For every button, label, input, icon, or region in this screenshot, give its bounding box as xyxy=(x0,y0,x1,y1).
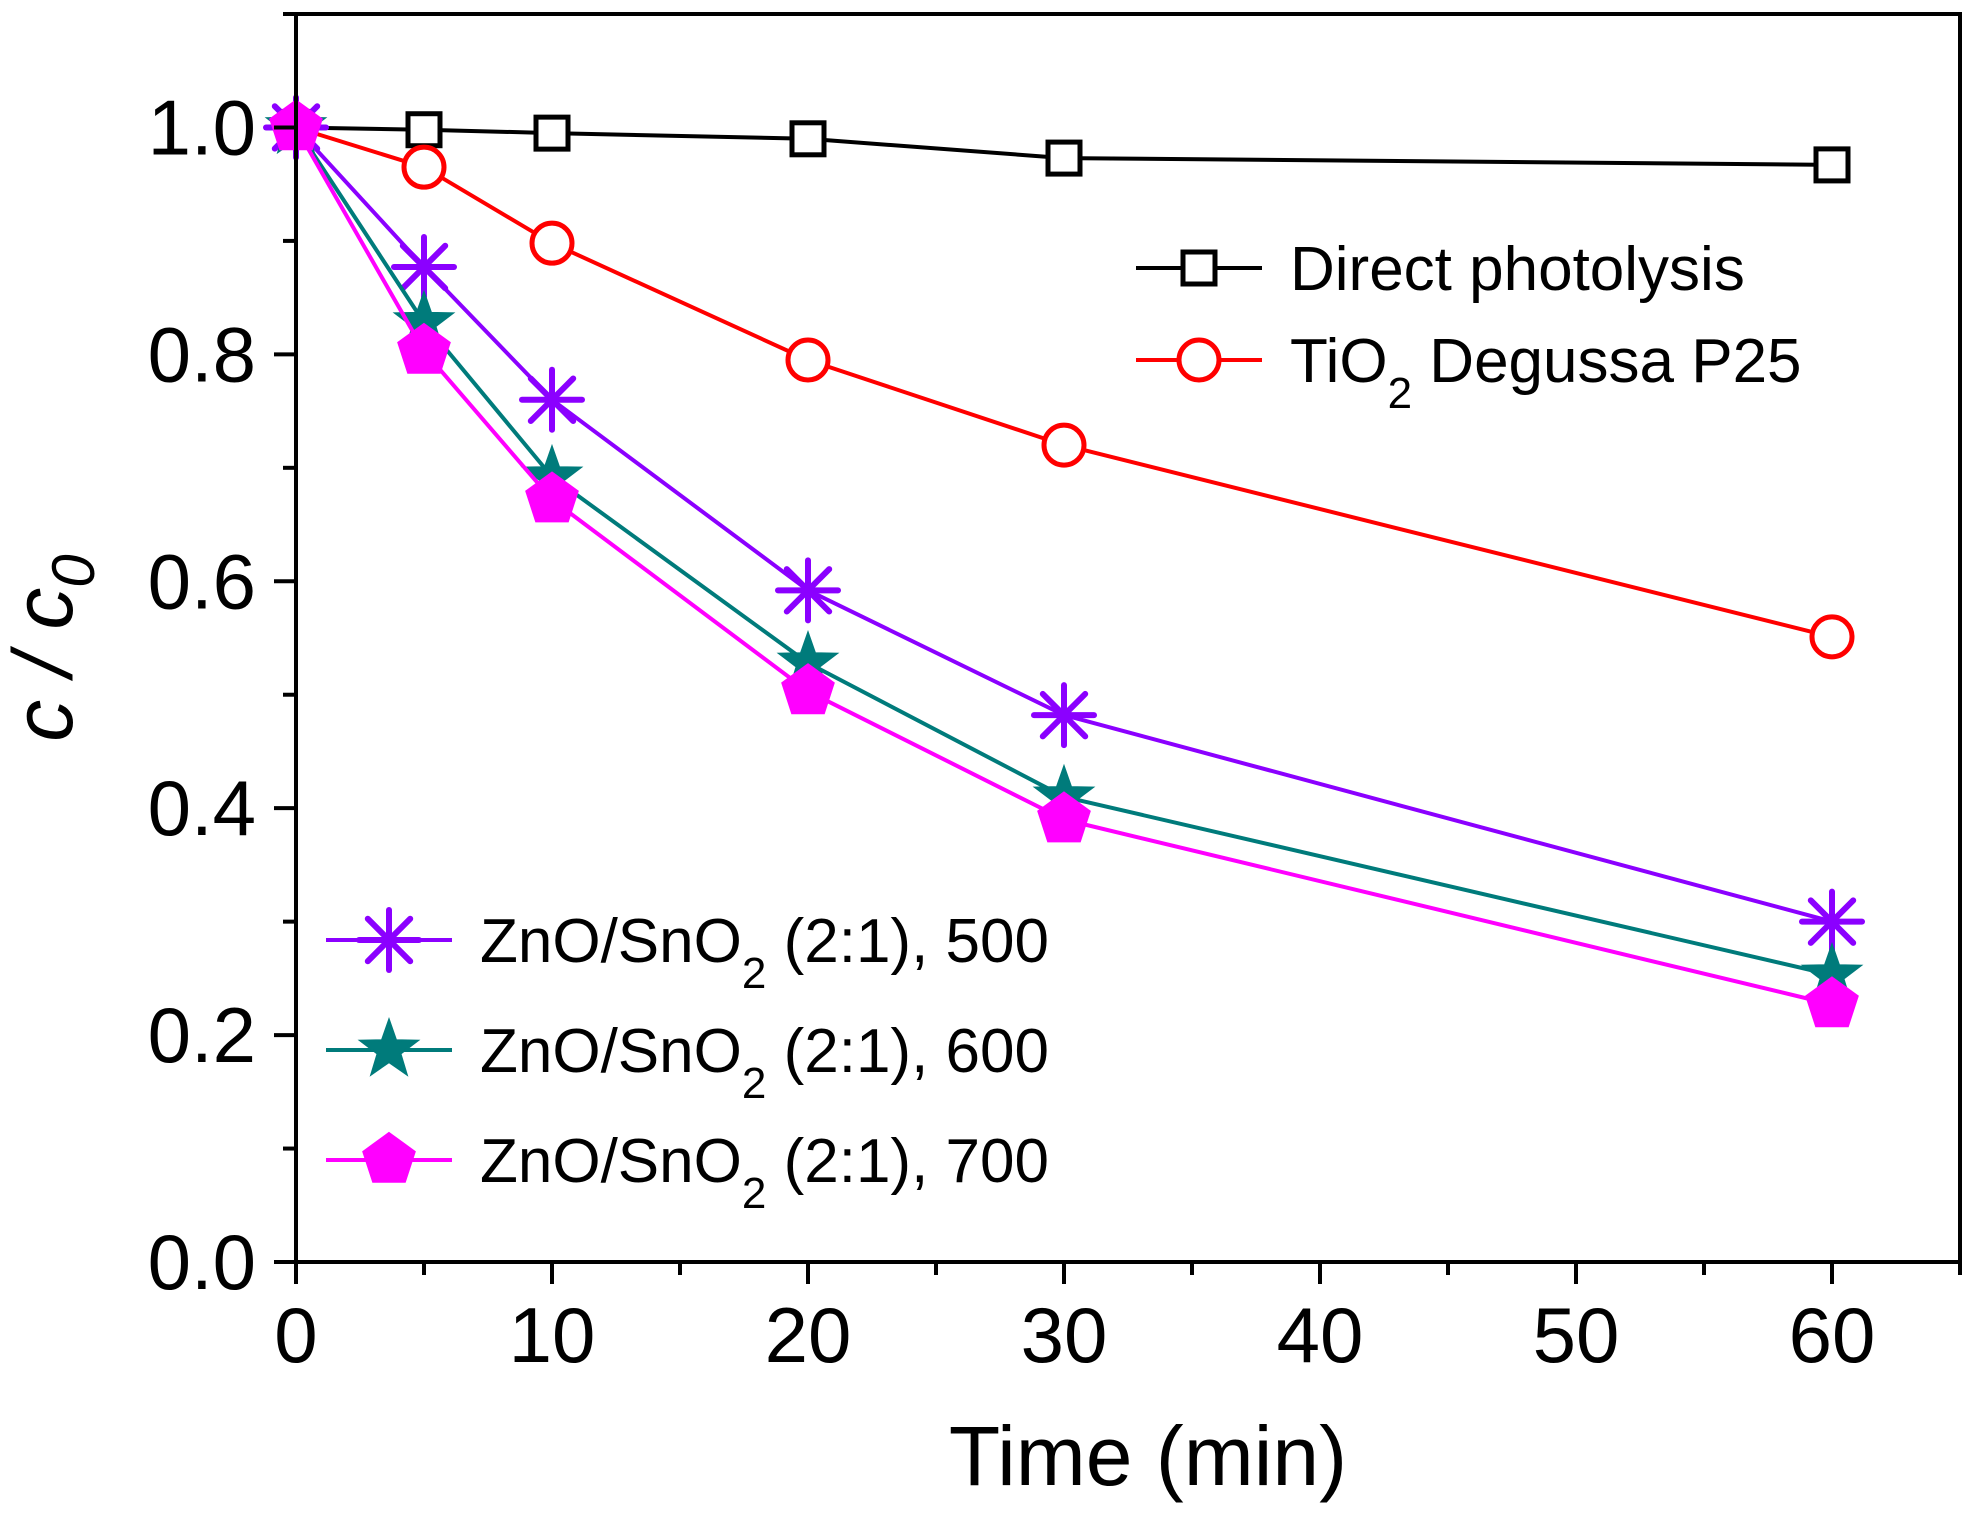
data-point xyxy=(1045,139,1083,177)
data-point xyxy=(1031,682,1097,749)
legend-entry: Direct photolysis xyxy=(1136,235,1745,304)
data-point xyxy=(1041,422,1087,468)
data-point xyxy=(391,234,457,301)
data-point xyxy=(525,471,579,523)
x-tick-label: 30 xyxy=(1021,1291,1108,1379)
data-point xyxy=(785,337,831,383)
data-point xyxy=(519,366,585,433)
data-point xyxy=(397,322,451,374)
legend-label: TiO2 Degussa P25 xyxy=(1290,327,1802,418)
legend-label-tail: (2:1), 700 xyxy=(766,1127,1049,1196)
legend-label-tail: (2:1), 500 xyxy=(766,907,1049,976)
data-point xyxy=(401,144,447,190)
series-line xyxy=(294,126,1833,977)
series-line xyxy=(294,126,1833,1007)
legend-entry: ZnO/SnO2 (2:1), 600 xyxy=(326,1016,1049,1108)
data-point xyxy=(1037,791,1091,843)
asterisk-arm xyxy=(364,915,414,965)
legend-label-main: ZnO/SnO xyxy=(480,1127,742,1196)
x-tick-label: 10 xyxy=(509,1291,596,1379)
legend-label: ZnO/SnO2 (2:1), 600 xyxy=(480,1017,1049,1108)
series-4 xyxy=(269,99,1859,1028)
y-tick-label: 0.0 xyxy=(148,1218,256,1306)
asterisk-arm xyxy=(527,375,577,424)
data-point xyxy=(405,111,443,149)
legend-marker xyxy=(1176,337,1222,383)
data-point xyxy=(1799,888,1865,955)
data-point xyxy=(1805,976,1859,1028)
data-point xyxy=(533,114,571,152)
legend-entry: ZnO/SnO2 (2:1), 500 xyxy=(326,907,1049,998)
x-tick-label: 60 xyxy=(1789,1291,1876,1379)
series-layer xyxy=(263,94,1865,1028)
legend-marker xyxy=(362,1131,416,1183)
data-point xyxy=(1813,146,1851,184)
x-tick-label: 0 xyxy=(274,1291,317,1379)
series-0 xyxy=(277,108,1851,184)
legend-entry: TiO2 Degussa P25 xyxy=(1136,327,1802,418)
y-tick-label: 0.2 xyxy=(148,991,256,1079)
data-point xyxy=(529,220,575,266)
y-axis-title-main: c / c xyxy=(0,588,90,742)
x-axis-title: Time (min) xyxy=(949,1409,1347,1503)
legend-entry: ZnO/SnO2 (2:1), 700 xyxy=(326,1127,1049,1218)
y-axis-title-sub: 0 xyxy=(40,554,107,587)
legend-marker xyxy=(356,907,422,973)
y-tick-label: 1.0 xyxy=(148,83,256,171)
legend-label-tail: (2:1), 600 xyxy=(766,1017,1049,1086)
y-axis-title: c / c0 xyxy=(0,554,107,741)
asterisk-arm xyxy=(783,566,833,615)
y-tick-label: 0.8 xyxy=(148,310,256,398)
legend-label-tail: Degussa P25 xyxy=(1412,327,1801,396)
legend-marker xyxy=(357,1016,421,1077)
legend-label-sub: 2 xyxy=(1388,369,1412,418)
axes-layer: 0 10 20 30 40 50 60 0.0 0.2 0.4 0.6 0.8 1.0 xyxy=(148,12,1962,1379)
legend-label: ZnO/SnO2 (2:1), 500 xyxy=(480,907,1049,998)
legend-marker xyxy=(1180,249,1218,287)
plot-frame xyxy=(294,12,1962,1264)
legend-label-sub: 2 xyxy=(742,1059,766,1108)
x-tick-label: 50 xyxy=(1533,1291,1620,1379)
x-tick-label: 20 xyxy=(765,1291,852,1379)
legend-label-main: ZnO/SnO xyxy=(480,907,742,976)
legend-label-sub: 2 xyxy=(742,1169,766,1218)
y-tick-label: 0.4 xyxy=(148,764,256,852)
data-point xyxy=(775,557,841,624)
x-tick-label: 40 xyxy=(1277,1291,1364,1379)
asterisk-arm xyxy=(399,242,449,292)
asterisk-arm xyxy=(1039,690,1089,740)
legend-label-main: ZnO/SnO xyxy=(480,1017,742,1086)
legend-label-main: Direct photolysis xyxy=(1290,235,1745,304)
data-point xyxy=(789,120,827,158)
legend-label-sub: 2 xyxy=(742,949,766,998)
data-point xyxy=(1809,614,1855,660)
legend-label: ZnO/SnO2 (2:1), 700 xyxy=(480,1127,1049,1218)
legend-label: Direct photolysis xyxy=(1290,235,1745,304)
series-line xyxy=(295,125,1833,167)
legend-label-main: TiO xyxy=(1290,327,1388,396)
data-point xyxy=(781,663,835,715)
asterisk-arm xyxy=(1807,897,1857,946)
y-tick-label: 0.6 xyxy=(148,537,256,625)
